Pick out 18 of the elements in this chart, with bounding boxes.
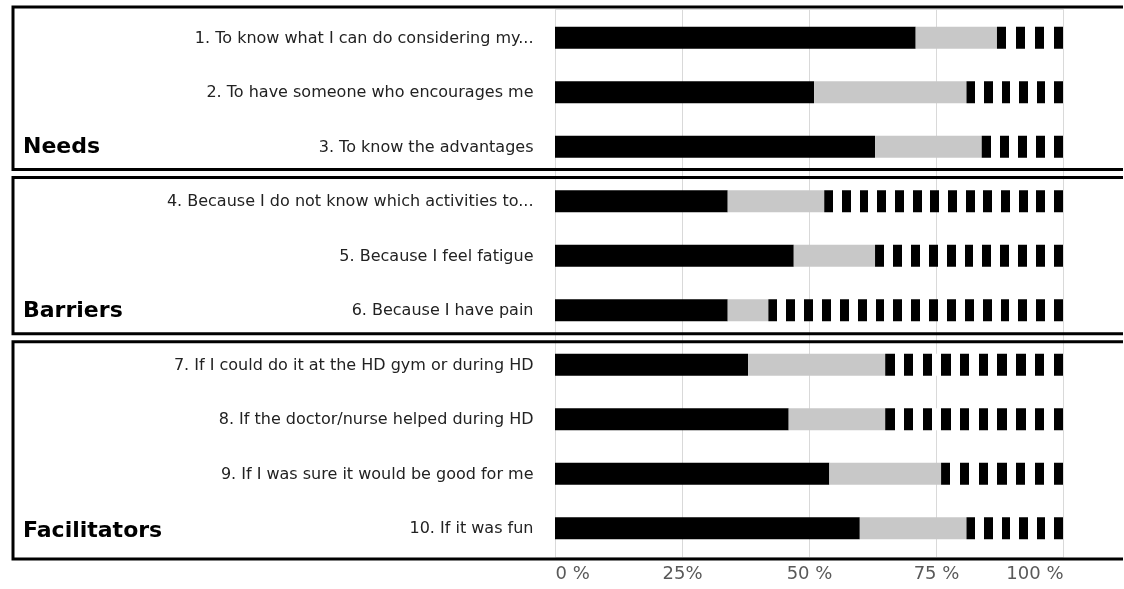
x-tick-label: 50 % — [786, 561, 833, 583]
x-tick-label: 75 % — [913, 561, 960, 583]
y-tick-label: 3. To know the advantages — [318, 136, 534, 156]
y-tick-label: 1. To know what I can do considering my... — [194, 27, 534, 47]
x-tick-label: 100 % — [1006, 561, 1064, 583]
y-tick-label: 10. If it was fun — [409, 518, 534, 538]
y-tick-label: 4. Because I do not know which activities to... — [166, 191, 534, 211]
y-tick-label: 5. Because I feel fatigue — [339, 245, 534, 265]
text: Barriers — [23, 297, 123, 323]
text: Needs — [23, 133, 101, 158]
x-tick-label: 25% — [662, 561, 703, 583]
y-tick-label: 2. To have someone who encourages me — [206, 82, 534, 102]
y-tick-label: 9. If I was sure it would be good for me — [220, 463, 534, 483]
y-tick-label: 7. If I could do it at the HD gym or during HD — [173, 354, 534, 374]
y-tick-label: 8. If the doctor/nurse helped during HD — [218, 409, 534, 429]
y-tick-label: 6. Because I have pain — [351, 300, 534, 320]
text: Facilitators — [23, 516, 163, 542]
x-tick-label: 0 % — [555, 561, 590, 583]
